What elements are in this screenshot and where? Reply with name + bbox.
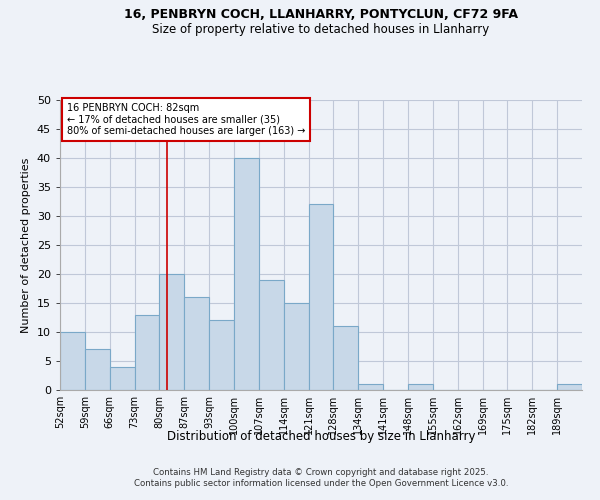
Text: Contains HM Land Registry data © Crown copyright and database right 2025.
Contai: Contains HM Land Registry data © Crown c… <box>134 468 508 487</box>
Text: 16 PENBRYN COCH: 82sqm
← 17% of detached houses are smaller (35)
80% of semi-det: 16 PENBRYN COCH: 82sqm ← 17% of detached… <box>67 103 305 136</box>
Bar <box>110 367 134 390</box>
Bar <box>334 326 358 390</box>
Bar <box>184 297 209 390</box>
Bar <box>209 320 234 390</box>
Bar <box>234 158 259 390</box>
Bar <box>284 303 308 390</box>
Text: Distribution of detached houses by size in Llanharry: Distribution of detached houses by size … <box>167 430 475 443</box>
Bar <box>408 384 433 390</box>
Text: 16, PENBRYN COCH, LLANHARRY, PONTYCLUN, CF72 9FA: 16, PENBRYN COCH, LLANHARRY, PONTYCLUN, … <box>124 8 518 20</box>
Bar <box>358 384 383 390</box>
Bar <box>308 204 334 390</box>
Bar <box>134 314 160 390</box>
Bar <box>85 350 110 390</box>
Bar <box>557 384 582 390</box>
Y-axis label: Number of detached properties: Number of detached properties <box>21 158 31 332</box>
Bar <box>160 274 184 390</box>
Text: Size of property relative to detached houses in Llanharry: Size of property relative to detached ho… <box>152 22 490 36</box>
Bar <box>259 280 284 390</box>
Bar <box>60 332 85 390</box>
